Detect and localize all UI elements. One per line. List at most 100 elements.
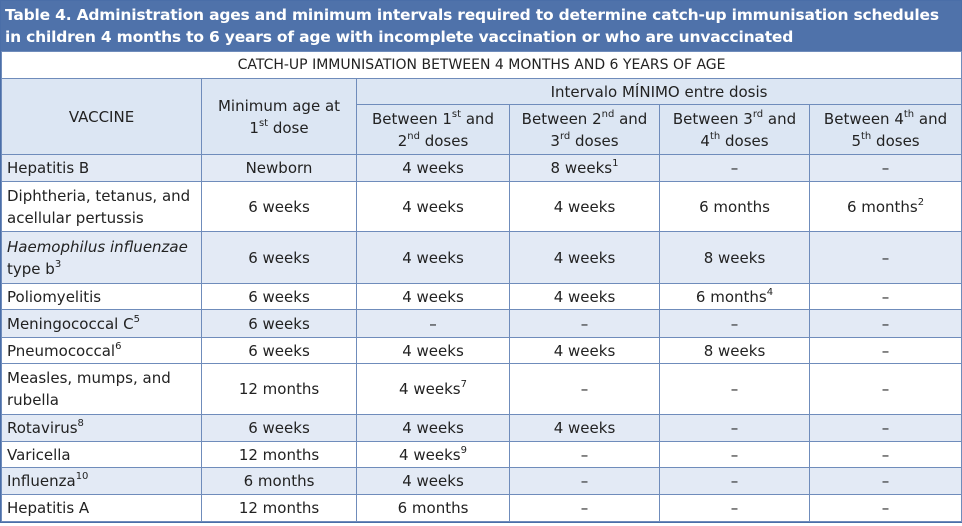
cell-text: – — [730, 419, 739, 437]
table-row: Poliomyelitis 6 weeks 4 weeks 4 weeks 6 mont… — [1, 283, 962, 310]
cell-text: Measles, mumps, and rubella — [7, 369, 171, 409]
cell-text: 12 months — [238, 445, 320, 464]
cell-text: – — [730, 445, 739, 464]
cell-text: 6 months — [699, 197, 770, 216]
table-row: Haemophilus influenzae type b3 6 weeks 4 w… — [1, 231, 962, 284]
cell-text: 4 weeks — [402, 341, 464, 360]
cell-text: – — [881, 159, 890, 177]
footnote-mark: th — [903, 108, 915, 120]
table-cell: – — [659, 494, 810, 522]
cell-text: 4 weeks — [402, 419, 464, 437]
table-cell: 6 months2 — [808, 181, 962, 232]
table-cell: 8 weeks — [659, 337, 810, 364]
table-cell: – — [509, 467, 660, 495]
table-cell: 6 months — [201, 467, 357, 495]
table-cell: Poliomyelitis — [1, 283, 202, 310]
cell-text: – — [881, 499, 890, 517]
footnote-mark: 9 — [460, 444, 467, 456]
cell-text: VACCINE — [68, 107, 135, 126]
table-cell: 4 weeks — [356, 337, 510, 364]
footnote-mark: rd — [559, 130, 571, 142]
cell-text: – — [881, 419, 890, 437]
table-cell: – — [659, 441, 810, 468]
table-cell: – — [509, 441, 660, 468]
cell-text: – — [881, 380, 890, 398]
table-cell: 8 weeks1 — [509, 154, 660, 182]
table-cell: 4 weeks9 — [356, 441, 510, 468]
footnote-mark: 7 — [460, 379, 467, 390]
table-cell: – — [808, 414, 962, 442]
header-cell: Between 4th and 5th doses — [808, 104, 962, 155]
cell-text: doses — [570, 131, 619, 150]
footnote-mark: st — [451, 108, 462, 120]
table-cell: 6 months — [659, 181, 810, 232]
cell-text: and 5 — [851, 109, 948, 150]
table-cell: – — [808, 154, 962, 182]
table-cell: – — [509, 363, 660, 415]
cell-text: – — [580, 472, 589, 490]
table-row: Hepatitis B Newborn 4 weeks 8 weeks1 – – — [1, 154, 962, 182]
cell-text: – — [429, 314, 437, 333]
table-cell: – — [808, 283, 962, 310]
cell-text: Between 2 — [521, 109, 602, 128]
table-cell: – — [808, 494, 962, 522]
table-row: Diphtheria, tetanus, and acellular pertu… — [1, 181, 962, 232]
italic-text: Haemophilus influenzae — [7, 237, 188, 256]
table-cell: 4 weeks — [356, 467, 510, 495]
cell-text: 12 months — [238, 380, 320, 398]
cell-text: Influenza — [7, 472, 76, 490]
cell-text: 4 weeks — [553, 248, 616, 267]
table-cell: 4 weeks — [509, 414, 660, 442]
cell-text: – — [580, 499, 589, 517]
table-cell: 6 weeks — [201, 283, 357, 310]
cell-text: 4 weeks — [553, 341, 616, 360]
cell-text: Diphtheria, tetanus, and acellular pertu… — [7, 186, 191, 227]
cell-text: and 4 — [700, 109, 797, 150]
table: CATCH-UP IMMUNISATION BETWEEN 4 MONTHS A… — [0, 51, 962, 522]
cell-text: 4 weeks — [402, 248, 464, 267]
table-cell: – — [659, 414, 810, 442]
cell-text: – — [730, 159, 739, 177]
footnote-mark: rd — [752, 108, 764, 120]
cell-text: 6 months — [695, 287, 767, 306]
cell-text: – — [580, 314, 589, 333]
cell-text: 4 weeks — [553, 287, 616, 306]
table-cell: 6 weeks — [201, 337, 357, 364]
cell-text: 12 months — [238, 499, 320, 517]
table-cell: 4 weeks — [509, 231, 660, 284]
table-cell: Hepatitis A — [1, 494, 202, 522]
cell-text: 6 weeks — [248, 248, 310, 267]
header-cell: Intervalo MÍNIMO entre dosis — [355, 78, 962, 105]
cell-text: – — [580, 380, 589, 398]
cell-text: 4 weeks — [399, 380, 461, 398]
footnote-mark: 4 — [766, 286, 774, 298]
table-cell: Measles, mumps, and rubella — [1, 363, 202, 415]
table-cell: 4 weeks — [509, 181, 660, 232]
table-cell: 6 weeks — [201, 231, 357, 284]
table-row: Meningococcal C5 6 weeks – – – – — [1, 309, 962, 338]
table-cell: Rotavirus8 — [1, 414, 202, 442]
cell-text: Between 3 — [672, 109, 753, 128]
cell-text: – — [881, 287, 890, 306]
cell-text: doses — [720, 131, 769, 150]
cell-text: 4 weeks — [402, 287, 464, 306]
cell-text: 6 months — [397, 499, 469, 517]
cell-text: – — [881, 341, 890, 360]
footnote-mark: st — [258, 117, 269, 129]
cell-text: – — [881, 314, 890, 333]
subtitle: CATCH-UP IMMUNISATION BETWEEN 4 MONTHS A… — [0, 51, 962, 79]
table-cell: Meningococcal C5 — [1, 309, 202, 338]
table-cell: 4 weeks — [509, 283, 660, 310]
cell-text: – — [881, 472, 890, 490]
table-cell: 6 months — [356, 494, 510, 522]
header-cell: Minimum age at 1st dose — [201, 78, 357, 155]
cell-text: doses — [419, 131, 469, 150]
cell-text: 6 weeks — [248, 314, 310, 333]
cell-text: 6 months — [846, 197, 918, 216]
cell-text: – — [730, 499, 739, 517]
table-cell: Haemophilus influenzae type b3 — [1, 231, 202, 284]
table-row: Pneumococcal6 6 weeks 4 weeks 4 weeks 8 week… — [1, 337, 962, 364]
cell-text: – — [730, 472, 739, 490]
table-cell: – — [808, 363, 962, 415]
